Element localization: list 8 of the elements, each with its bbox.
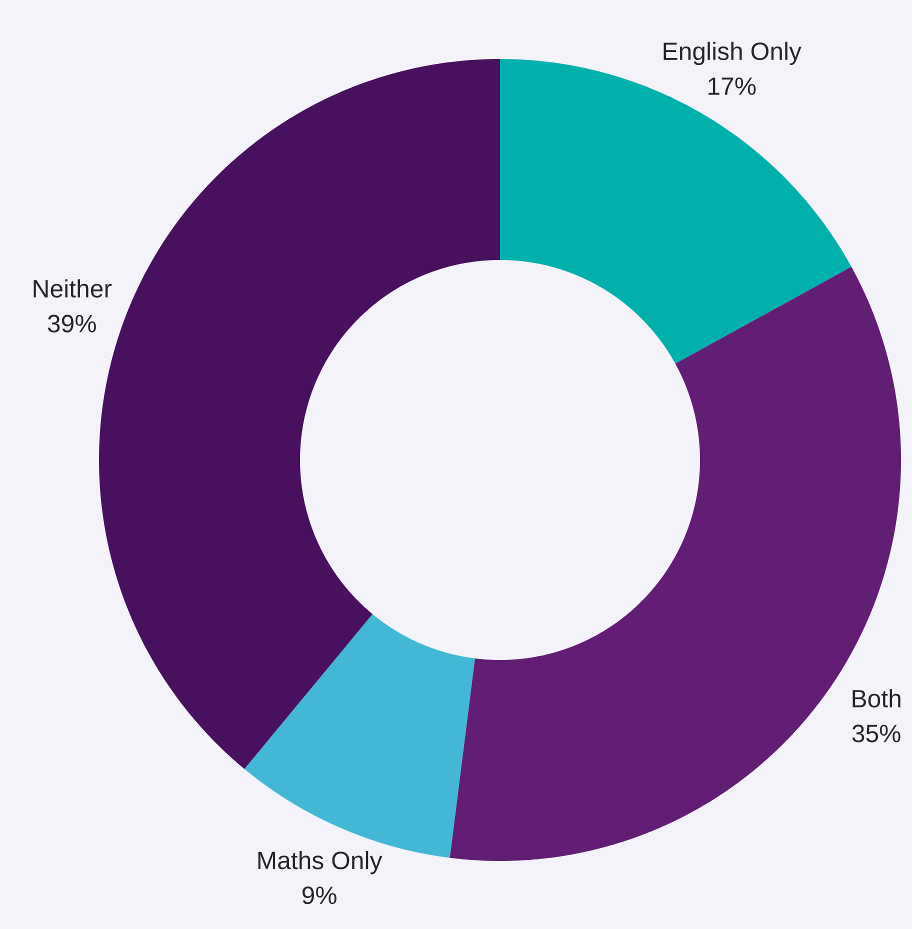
slice-label: English Only <box>664 42 802 66</box>
data-label: 17% <box>708 77 756 95</box>
data-label: 9% <box>302 886 336 904</box>
slice-label: Maths Only <box>258 850 382 874</box>
data-label: 35% <box>852 724 900 742</box>
slice-label: Both <box>852 689 900 708</box>
slice-label: Neither <box>34 279 112 298</box>
data-label: 39% <box>48 314 96 332</box>
